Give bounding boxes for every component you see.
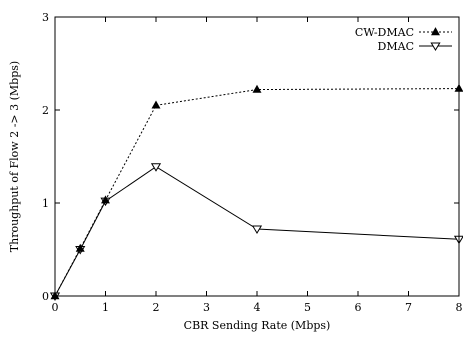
plot-frame bbox=[54, 16, 460, 297]
x-tick-label: 0 bbox=[52, 301, 59, 314]
y-tick-label: 2 bbox=[42, 104, 49, 117]
x-tick-label: 7 bbox=[405, 301, 412, 314]
y-tick-label: 1 bbox=[42, 197, 49, 210]
series-line-cw-dmac bbox=[54, 88, 460, 297]
y-axis-label: Throughput of Flow 2 -> 3 (Mbps) bbox=[8, 61, 21, 252]
x-tick-label: 8 bbox=[456, 301, 463, 314]
x-tick-label: 2 bbox=[153, 301, 160, 314]
y-tick-label: 0 bbox=[42, 290, 49, 303]
data-point-cw-dmac bbox=[101, 195, 110, 204]
x-tick-label: 3 bbox=[203, 301, 210, 314]
legend-label-cw-dmac: CW-DMAC bbox=[355, 26, 414, 39]
x-tick-label: 4 bbox=[254, 301, 261, 314]
y-tick-label: 3 bbox=[42, 11, 49, 24]
series-layer bbox=[49, 83, 463, 301]
data-point-cw-dmac bbox=[151, 100, 161, 109]
ticks-layer: 0 1 2 3 4 5 6 7 8 0 1 2 3 bbox=[42, 11, 463, 314]
data-point-dmac bbox=[251, 225, 263, 235]
legend-marker-cw-dmac bbox=[431, 27, 440, 36]
x-tick-label: 5 bbox=[304, 301, 311, 314]
data-point-dmac bbox=[150, 163, 162, 172]
x-tick-label: 6 bbox=[355, 301, 362, 314]
data-point-cw-dmac bbox=[75, 243, 85, 252]
data-point-cw-dmac bbox=[252, 84, 262, 93]
x-tick-label: 1 bbox=[102, 301, 109, 314]
x-axis-label: CBR Sending Rate (Mbps) bbox=[184, 319, 331, 332]
legend-label-dmac: DMAC bbox=[378, 40, 414, 53]
legend-marker-dmac bbox=[430, 42, 441, 51]
